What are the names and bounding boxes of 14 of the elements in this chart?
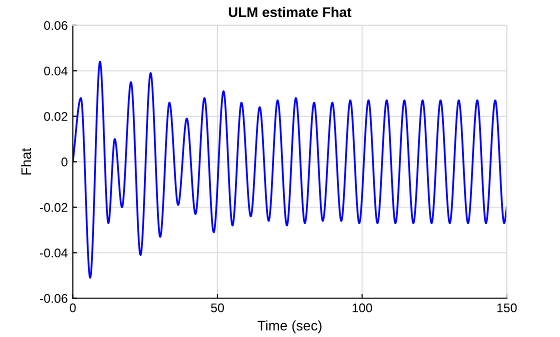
y-axis-title: Fhat (20, 148, 32, 175)
y-tick-label: -0.04 (40, 248, 68, 258)
y-tick-label: -0.06 (40, 294, 68, 303)
x-tick-label: 50 (211, 303, 224, 312)
y-tick-label: 0.02 (44, 112, 68, 121)
x-axis-title: Time (sec) (258, 320, 322, 334)
x-tick-label: 150 (497, 303, 517, 312)
y-tick-label: 0 (61, 158, 68, 166)
x-tick-label: 0 (70, 303, 76, 312)
y-tick-label: 0.06 (44, 21, 68, 30)
y-tick-label: 0.04 (44, 66, 68, 76)
x-tick-label: 100 (352, 303, 372, 312)
chart-title: ULM estimate Fhat (228, 6, 352, 18)
y-tick-label: -0.02 (40, 203, 68, 212)
